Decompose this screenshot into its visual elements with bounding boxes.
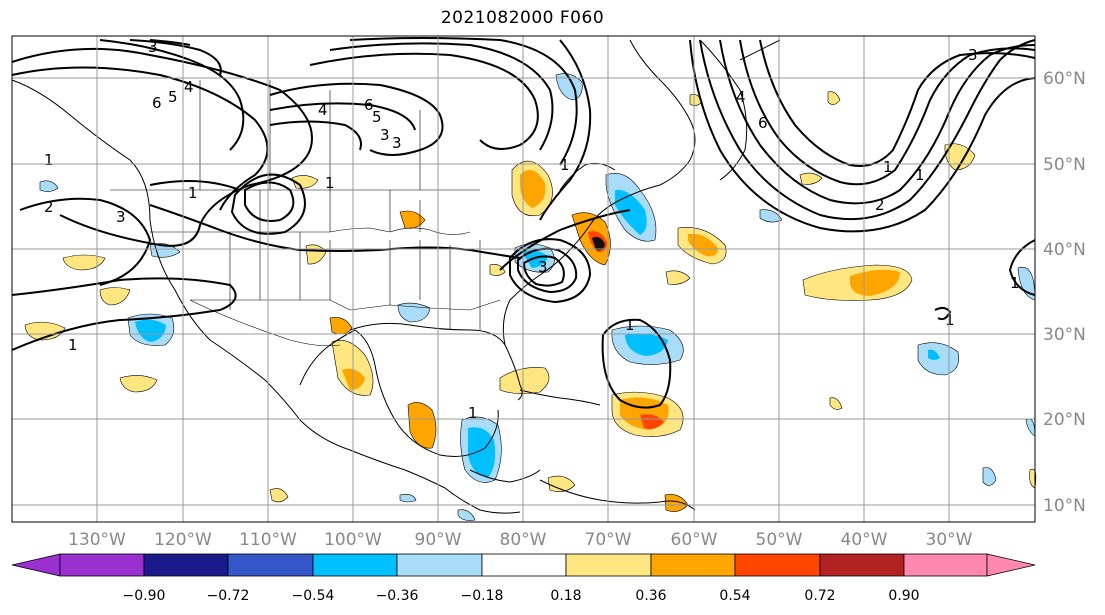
colorbar-segment (481, 553, 567, 577)
lon-label: 70°W (585, 530, 632, 550)
lon-label: 60°W (671, 530, 718, 550)
contour-label: 4 (318, 101, 328, 119)
lon-label: 110°W (239, 530, 297, 550)
lat-label: 20°N (1043, 410, 1086, 430)
colorbar-tick: −0.90 (123, 588, 166, 604)
contour-label: 3 (116, 208, 126, 226)
latitude-labels: 60°N 50°N 40°N 30°N 20°N 10°N (1043, 69, 1086, 516)
contour-label: 6 (758, 114, 768, 132)
contour-label: 6 (152, 94, 162, 112)
contour-label: 3 (392, 134, 402, 152)
colorbar-tick: 0.18 (550, 588, 581, 604)
contour-label: 2 (875, 196, 885, 214)
colorbar (11, 553, 1036, 577)
gridlines (12, 36, 1035, 522)
colorbar-tick: −0.72 (207, 588, 250, 604)
lon-label: 80°W (500, 530, 547, 550)
contour-label: 4 (184, 78, 194, 96)
colorbar-tick: 0.72 (804, 588, 835, 604)
contour-label: 1 (188, 184, 198, 202)
contour-label: 5 (372, 108, 382, 126)
contour-label: 5 (168, 88, 178, 106)
colorbar-segment (734, 553, 821, 577)
colorbar-segment (227, 553, 314, 577)
contour-label: 3 (380, 126, 390, 144)
lat-label: 30°N (1043, 325, 1086, 345)
lat-label: 50°N (1043, 155, 1086, 175)
lat-label: 10°N (1043, 496, 1086, 516)
colorbar-tick: −0.18 (461, 588, 504, 604)
colorbar-segment (143, 553, 229, 577)
contour-label: 1 (915, 166, 925, 184)
contour-label: 1 (68, 336, 78, 354)
colorbar-tick: 0.36 (635, 588, 666, 604)
colorbar-segment (312, 553, 398, 577)
lat-label: 60°N (1043, 69, 1086, 89)
contour-label: 4 (736, 88, 746, 106)
colorbar-segment (819, 553, 905, 577)
map-frame (11, 35, 1036, 523)
contour-label: 1 (625, 316, 635, 334)
contour-label: 6 (364, 96, 374, 114)
lon-label: 50°W (756, 530, 803, 550)
lon-label: 100°W (324, 530, 382, 550)
colorbar-segment (396, 553, 483, 577)
lon-label: 120°W (154, 530, 212, 550)
longitude-labels: 130°W 120°W 110°W 100°W 90°W 80°W 70°W 6… (68, 530, 973, 550)
contour-label: 1 (325, 174, 335, 192)
anomaly-shading (24, 73, 1037, 521)
colorbar-segment (903, 553, 988, 577)
contour-label: 3 (148, 38, 158, 56)
contour-label: 1 (468, 404, 478, 422)
colorbar-tick: 0.54 (719, 588, 750, 604)
colorbar-segment (565, 553, 652, 577)
lon-label: 30°W (926, 530, 973, 550)
lon-label: 90°W (415, 530, 462, 550)
contour-label: 3 (538, 258, 548, 276)
contour-label: 3 (968, 46, 978, 64)
colorbar-segment (986, 553, 1036, 577)
borders (110, 80, 501, 347)
contour-label: 1 (945, 311, 955, 329)
contour-label: 1 (1010, 274, 1020, 292)
colorbar-tick: 0.90 (888, 588, 919, 604)
contour-label: 1 (44, 151, 54, 169)
map-title: 2021082000 F060 (440, 8, 605, 28)
contour-labels: 3 6 5 4 3 4 6 5 3 1 1 2 3 1 1 1 3 1 6 4 … (44, 38, 1020, 422)
contour-label: 2 (44, 198, 54, 216)
contour-label: 1 (883, 158, 893, 176)
colorbar-tick: −0.54 (292, 588, 335, 604)
lon-label: 130°W (68, 530, 126, 550)
lon-label: 40°W (841, 530, 888, 550)
colorbar-tick: −0.36 (376, 588, 419, 604)
colorbar-segment (59, 553, 145, 577)
colorbar-segment (11, 553, 61, 577)
lat-label: 40°N (1043, 240, 1086, 260)
colorbar-segment (650, 553, 736, 577)
colorbar-ticks: −0.90 −0.72 −0.54 −0.36 −0.18 0.18 0.36 … (123, 588, 920, 604)
contour-label: 1 (560, 156, 570, 174)
